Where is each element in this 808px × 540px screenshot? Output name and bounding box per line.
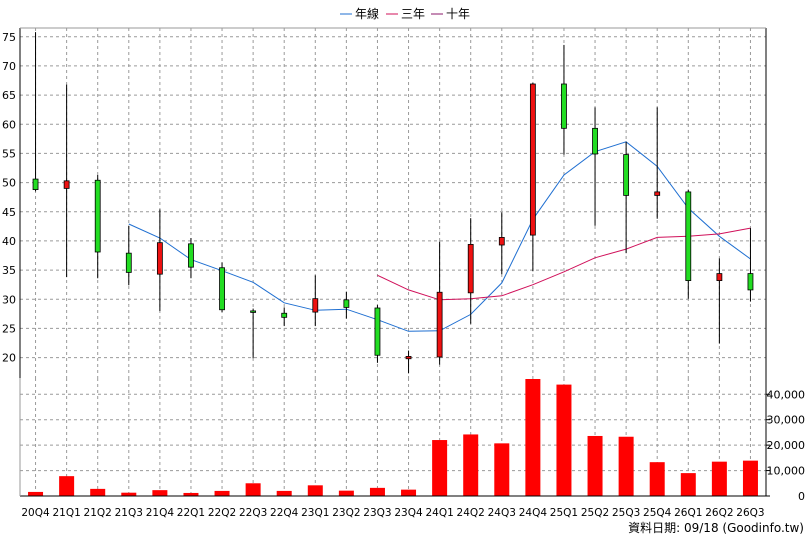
legend-label-year: 年線 xyxy=(355,6,379,21)
volume-bar xyxy=(618,436,634,496)
category-tick-label: 22Q4 xyxy=(270,507,299,519)
candle-body xyxy=(498,237,505,246)
volume-bar xyxy=(587,435,603,496)
volume-bar xyxy=(28,491,44,496)
volume-bar xyxy=(90,488,106,496)
volume-bar xyxy=(432,440,448,496)
volume-bar xyxy=(494,443,510,496)
volume-bar xyxy=(121,492,137,496)
candle-body xyxy=(156,242,163,275)
legend-label-3y: 三年 xyxy=(401,7,425,21)
candle-body xyxy=(219,267,225,311)
price-tick-label: 60 xyxy=(2,118,16,131)
candle-body xyxy=(250,310,257,313)
candle-body xyxy=(592,127,598,155)
category-tick-label: 21Q1 xyxy=(52,507,80,519)
category-tick-label: 21Q3 xyxy=(115,507,143,519)
category-tick-label: 24Q4 xyxy=(519,507,548,519)
volume-bar xyxy=(183,492,199,496)
volume-tick-label: 10,000 xyxy=(767,465,806,478)
category-tick-label: 26Q1 xyxy=(674,507,702,519)
price-tick-label: 35 xyxy=(2,264,16,277)
volume-bar xyxy=(307,485,323,496)
volume-bar xyxy=(338,490,354,496)
price-tick-label: 75 xyxy=(2,31,16,44)
price-tick-label: 20 xyxy=(2,352,16,365)
price-tick-label: 65 xyxy=(2,89,16,102)
data-date-watermark: 資料日期: 09/18 (Goodinfo.tw) xyxy=(628,521,804,535)
category-tick-label: 24Q2 xyxy=(457,507,485,519)
volume-bar xyxy=(463,434,479,496)
volume-bar xyxy=(276,490,292,496)
category-tick-label: 21Q4 xyxy=(146,507,175,519)
volume-bar xyxy=(152,490,168,496)
volume-bar xyxy=(649,462,665,496)
candle-body xyxy=(281,312,288,318)
volume-bar xyxy=(556,384,572,496)
price-candles xyxy=(32,32,754,374)
category-tick-label: 25Q4 xyxy=(643,507,672,519)
category-tick-label: 26Q3 xyxy=(736,507,764,519)
candle-body xyxy=(63,180,70,189)
volume-tick-label: 30,000 xyxy=(767,414,806,427)
category-tick-label: 23Q4 xyxy=(394,507,423,519)
candle-body xyxy=(529,83,536,236)
volume-bar xyxy=(680,473,696,496)
category-tick-label: 22Q1 xyxy=(177,507,205,519)
candle-body xyxy=(747,273,754,291)
volume-tick-label: 0 xyxy=(798,490,805,503)
price-tick-label: 30 xyxy=(2,293,16,306)
candle-body xyxy=(125,252,132,273)
candle-body xyxy=(32,178,39,190)
volume-bar xyxy=(214,490,230,496)
candle-body xyxy=(654,191,661,196)
volume-bar xyxy=(369,487,385,496)
category-tick-label: 25Q2 xyxy=(581,507,609,519)
category-tick-label: 23Q1 xyxy=(301,507,329,519)
volume-bar xyxy=(245,483,261,496)
volume-bars xyxy=(28,379,758,496)
category-tick-label: 22Q2 xyxy=(208,507,236,519)
volume-tick-label: 40,000 xyxy=(767,388,806,401)
category-tick-label: 26Q2 xyxy=(705,507,733,519)
category-tick-label: 25Q1 xyxy=(550,507,578,519)
volume-bar xyxy=(525,379,541,496)
chart-legend: 年線 三年 十年 xyxy=(340,6,470,21)
volume-bar xyxy=(401,489,417,496)
category-tick-label: 23Q2 xyxy=(332,507,360,519)
volume-bar xyxy=(742,460,758,496)
candle-body xyxy=(405,356,412,360)
price-tick-label: 50 xyxy=(2,177,16,190)
category-tick-label: 24Q1 xyxy=(425,507,453,519)
price-tick-label: 55 xyxy=(2,147,16,160)
candle-body xyxy=(374,307,381,356)
volume-bar xyxy=(711,461,727,496)
price-tick-label: 40 xyxy=(2,235,16,248)
category-tick-label: 20Q4 xyxy=(21,507,50,519)
category-tick-label: 24Q3 xyxy=(488,507,516,519)
candle-body xyxy=(436,291,443,358)
candle-body xyxy=(685,191,692,281)
candle-body xyxy=(467,244,474,294)
candle-body xyxy=(94,179,101,253)
candle-body xyxy=(623,154,630,196)
axis-labels: 20 25 30 35 40 45 50 55 60 65 70 75 20Q4 21Q1 21Q2 21Q3… xyxy=(2,31,805,519)
candle-body xyxy=(312,298,319,313)
legend-label-10y: 十年 xyxy=(446,7,470,21)
volume-bar xyxy=(59,476,75,496)
candle-body xyxy=(188,243,194,268)
category-tick-label: 21Q2 xyxy=(84,507,112,519)
candle-body xyxy=(561,83,567,129)
plot-frames xyxy=(19,27,767,497)
price-tick-label: 25 xyxy=(2,322,16,335)
price-tick-label: 70 xyxy=(2,60,16,73)
category-tick-label: 22Q3 xyxy=(239,507,267,519)
candle-body xyxy=(716,273,723,281)
candle-body xyxy=(343,299,350,308)
category-tick-label: 23Q3 xyxy=(363,507,391,519)
price-tick-label: 45 xyxy=(2,206,16,219)
volume-tick-label: 20,000 xyxy=(767,439,806,452)
category-tick-label: 25Q3 xyxy=(612,507,640,519)
